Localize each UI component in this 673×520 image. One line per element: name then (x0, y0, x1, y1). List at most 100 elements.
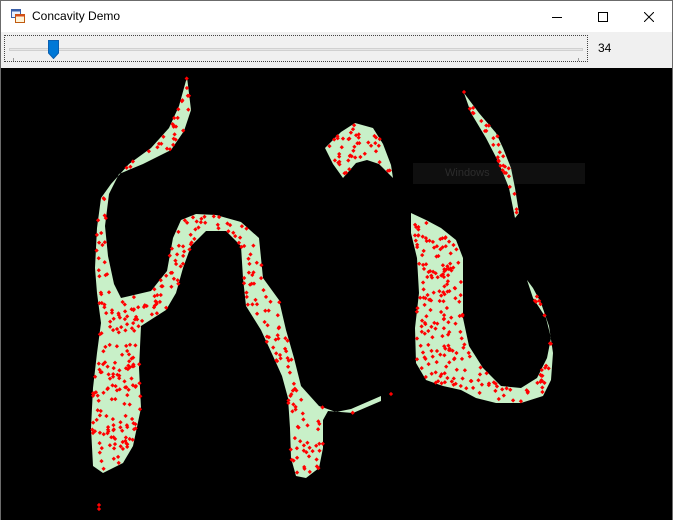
sample-point (100, 242, 105, 248)
sample-point (441, 316, 447, 321)
sample-point (476, 378, 481, 383)
sample-point (464, 386, 469, 391)
sample-point (416, 224, 421, 230)
sample-point (500, 168, 505, 173)
sample-point (441, 290, 446, 295)
sample-point (233, 233, 238, 239)
sample-point (300, 411, 305, 416)
sample-point (102, 213, 107, 218)
sample-point (420, 350, 426, 355)
minimize-button[interactable] (534, 1, 580, 32)
sample-point (95, 218, 101, 223)
sample-point (251, 243, 256, 248)
sample-point (164, 146, 170, 151)
sample-point (445, 279, 451, 284)
sample-point (192, 236, 197, 242)
sample-point (137, 362, 142, 367)
sample-point (314, 457, 319, 462)
sample-point (291, 402, 296, 407)
sample-point (442, 353, 447, 358)
sample-point (178, 264, 183, 269)
concavity-slider[interactable] (4, 35, 588, 62)
sample-point (314, 464, 320, 469)
sample-point (500, 387, 505, 392)
sample-point (194, 219, 199, 224)
sample-point (447, 360, 452, 365)
sample-point (139, 318, 145, 324)
slider-thumb[interactable] (48, 40, 59, 59)
sample-point (239, 224, 245, 229)
drawing-canvas[interactable]: Windows (1, 68, 672, 520)
sample-point (438, 247, 443, 252)
sample-point (434, 348, 440, 354)
sample-point (131, 362, 136, 367)
sample-point (461, 89, 467, 95)
sample-point (268, 299, 273, 304)
sample-point (130, 159, 136, 164)
sample-point (302, 464, 307, 470)
sample-point (542, 380, 547, 386)
slider-track (9, 48, 583, 51)
sample-point (157, 299, 163, 305)
sample-point (532, 298, 538, 303)
sample-point (414, 357, 420, 362)
sample-point (133, 343, 138, 348)
sample-point (496, 396, 501, 402)
sample-point (445, 332, 451, 337)
sample-point (429, 348, 434, 354)
close-button[interactable] (626, 1, 672, 32)
sample-point (461, 345, 466, 350)
sample-point (305, 440, 310, 445)
sample-point (176, 107, 181, 112)
sample-point (289, 357, 294, 362)
maximize-button[interactable] (580, 1, 626, 32)
sample-point (169, 284, 174, 289)
sample-point (320, 441, 325, 446)
sample-point (415, 244, 420, 250)
sample-point (102, 240, 107, 245)
sample-point (484, 371, 489, 376)
sample-point (347, 167, 352, 172)
sample-point (293, 407, 298, 412)
sample-point (176, 229, 181, 235)
sample-point (525, 389, 530, 394)
sample-point (184, 220, 190, 225)
sample-point (176, 243, 182, 248)
sample-point (351, 148, 356, 153)
sample-point (416, 227, 421, 232)
sample-point (231, 230, 236, 235)
sample-point (495, 134, 500, 139)
sample-point (301, 443, 307, 448)
sample-point (124, 322, 130, 327)
sample-point (275, 333, 280, 338)
sample-point (442, 380, 448, 385)
sample-point (161, 134, 166, 139)
sample-point (99, 292, 104, 297)
sample-point (189, 240, 194, 245)
sample-point (244, 290, 249, 295)
sample-point (430, 239, 436, 245)
sample-point (434, 359, 439, 365)
sample-point (152, 303, 157, 308)
sample-point (96, 240, 102, 245)
close-icon (644, 11, 654, 22)
sample-point (518, 399, 524, 404)
sample-point (451, 357, 457, 362)
sample-point (127, 436, 132, 442)
sample-point (353, 155, 358, 160)
sample-point (129, 307, 134, 312)
sample-point (352, 144, 357, 149)
sample-point (158, 278, 163, 283)
sample-point (503, 170, 509, 176)
sample-point (266, 335, 272, 340)
sample-point (131, 294, 137, 300)
sample-point (283, 336, 288, 341)
sample-point (535, 380, 540, 386)
sample-point (109, 308, 115, 313)
sample-point (287, 370, 293, 375)
sample-point (254, 260, 259, 265)
sample-point (426, 361, 431, 367)
sample-point (427, 238, 432, 243)
sample-point (296, 425, 301, 430)
